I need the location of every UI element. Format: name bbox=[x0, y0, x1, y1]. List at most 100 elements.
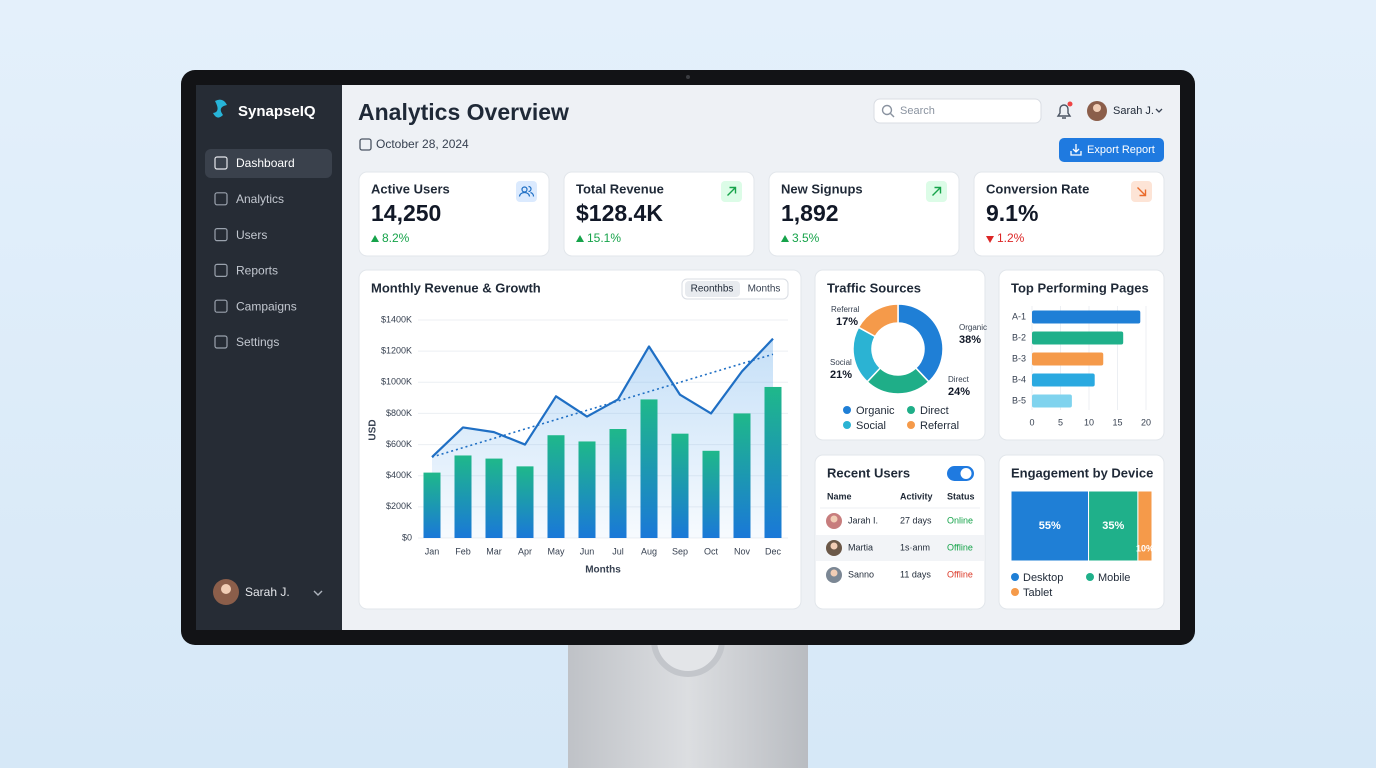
nav-active[interactable] bbox=[205, 149, 332, 178]
user-status: Offline bbox=[947, 542, 973, 552]
kpi-change: 3.5% bbox=[792, 231, 820, 245]
y-tick-label: $200K bbox=[386, 501, 412, 511]
avatar bbox=[1093, 104, 1101, 112]
y-tick-label: $600K bbox=[386, 439, 412, 449]
y-tick-label: $400K bbox=[386, 470, 412, 480]
kpi-icon bbox=[727, 186, 737, 196]
x-tick-label: Jan bbox=[425, 546, 440, 556]
trend-arrow bbox=[371, 235, 379, 242]
donut-slice bbox=[857, 303, 899, 338]
bar bbox=[733, 413, 751, 538]
x-tick-label: Mar bbox=[486, 546, 502, 556]
kpi-value: 1,892 bbox=[781, 200, 839, 226]
kpi-value: $128.4K bbox=[576, 200, 663, 226]
kpi-card bbox=[973, 171, 1165, 257]
y-tick-label: B-4 bbox=[1012, 374, 1026, 384]
x-tick-label: 5 bbox=[1058, 417, 1063, 427]
column-header: Activity bbox=[900, 491, 933, 501]
nav-item[interactable]: Campaigns bbox=[236, 299, 297, 313]
export-label[interactable]: Export Report bbox=[1087, 144, 1155, 156]
donut-slice bbox=[897, 303, 944, 383]
kpi-change: 15.1% bbox=[587, 231, 621, 245]
sidebar-avatar bbox=[221, 584, 231, 594]
y-tick-label: B-5 bbox=[1012, 395, 1026, 405]
bar bbox=[1032, 310, 1141, 324]
legend-label: Referral bbox=[920, 420, 959, 432]
camera bbox=[686, 75, 690, 79]
nav-icon bbox=[214, 263, 228, 277]
bar bbox=[640, 399, 658, 538]
nav-item[interactable]: Analytics bbox=[236, 192, 284, 206]
x-tick-label: Apr bbox=[518, 546, 532, 556]
bar bbox=[454, 455, 472, 538]
cell-label: 55% bbox=[1039, 520, 1061, 532]
user-name: Jarah I. bbox=[848, 515, 878, 525]
kpi-label: Total Revenue bbox=[576, 181, 664, 196]
toggle-option[interactable]: Months bbox=[748, 284, 781, 295]
bar bbox=[423, 472, 441, 538]
bar bbox=[578, 441, 596, 538]
legend-swatch bbox=[843, 406, 851, 414]
y-tick-label: $1400K bbox=[381, 314, 412, 324]
nav-icon bbox=[214, 299, 228, 313]
legend-label: Tablet bbox=[1023, 587, 1052, 599]
search-icon bbox=[890, 113, 895, 118]
nav-item[interactable]: Reports bbox=[236, 264, 278, 278]
legend-label: Desktop bbox=[1023, 572, 1063, 584]
calendar-icon bbox=[359, 138, 372, 151]
y-tick-label: B-3 bbox=[1012, 353, 1026, 363]
sidebar-user[interactable]: Sarah J. bbox=[245, 585, 290, 599]
export-button[interactable] bbox=[1059, 138, 1164, 162]
nav-icon bbox=[214, 156, 228, 170]
trend-line bbox=[431, 353, 774, 458]
toggle-knob[interactable] bbox=[960, 468, 972, 479]
column-header: Name bbox=[827, 491, 852, 501]
user-name[interactable]: Sarah J. bbox=[1113, 105, 1154, 117]
trend-arrow bbox=[781, 235, 789, 242]
toggle-option[interactable]: Reonthbs bbox=[691, 284, 734, 295]
nav-icon bbox=[214, 192, 228, 206]
kpi-change: 1.2% bbox=[997, 231, 1025, 245]
legend-label: Mobile bbox=[1098, 572, 1130, 584]
card bbox=[814, 454, 986, 610]
x-tick-label: May bbox=[547, 546, 565, 556]
nav-item[interactable]: Settings bbox=[236, 335, 279, 349]
chevron[interactable] bbox=[313, 590, 323, 596]
bar bbox=[1032, 352, 1104, 366]
search-box[interactable] bbox=[873, 98, 1042, 124]
row-avatar bbox=[830, 569, 838, 577]
treemap-cell bbox=[1137, 490, 1153, 562]
legend-swatch bbox=[907, 406, 915, 414]
kpi-label: New Signups bbox=[781, 181, 863, 196]
x-tick-label: Nov bbox=[734, 546, 751, 556]
legend-swatch bbox=[907, 421, 915, 429]
legend-swatch bbox=[1011, 573, 1019, 581]
cell-label: 35% bbox=[1102, 520, 1124, 532]
slice-label: Social bbox=[830, 358, 852, 367]
x-tick-label: Oct bbox=[704, 546, 719, 556]
notification-dot bbox=[1067, 101, 1073, 107]
brand: SynapseIQ bbox=[238, 103, 316, 120]
x-tick-label: Feb bbox=[455, 546, 471, 556]
bell-icon[interactable] bbox=[1056, 104, 1072, 119]
kpi-label: Active Users bbox=[371, 181, 450, 196]
kpi-icon bbox=[518, 185, 535, 197]
bar bbox=[764, 386, 782, 538]
user-name: Sanno bbox=[848, 569, 874, 579]
row-avatar bbox=[830, 542, 838, 550]
period-toggle-active[interactable] bbox=[685, 281, 740, 297]
chart-title: Monthly Revenue & Growth bbox=[371, 280, 541, 295]
nav-icon bbox=[214, 335, 228, 349]
bar bbox=[485, 458, 503, 538]
bar bbox=[516, 466, 534, 538]
bar bbox=[609, 429, 627, 538]
slice-label: Organic bbox=[959, 323, 987, 332]
slice-label: Direct bbox=[948, 375, 970, 384]
x-axis-label: Months bbox=[585, 565, 621, 576]
chevron[interactable] bbox=[1155, 108, 1163, 113]
nav-item[interactable]: Users bbox=[236, 228, 267, 242]
nav-icon bbox=[214, 228, 228, 242]
user-name: Martia bbox=[848, 542, 873, 552]
nav-item[interactable]: Dashboard bbox=[236, 156, 295, 170]
